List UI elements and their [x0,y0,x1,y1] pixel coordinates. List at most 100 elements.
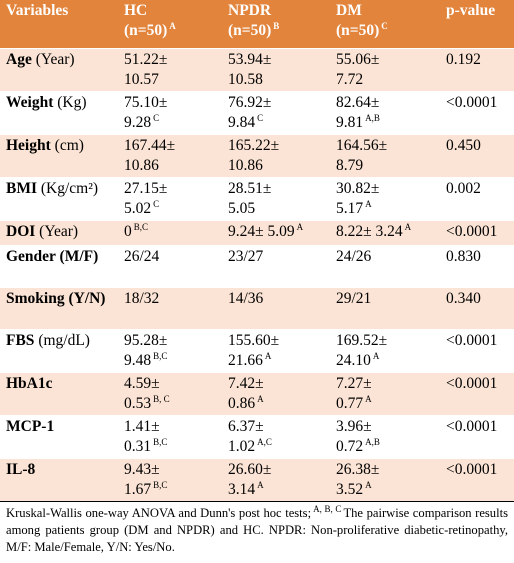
value-text: 7.27± [336,375,372,392]
variable-cell: IL-8 [0,458,118,501]
significance-mark: B,C [153,436,168,447]
value-cell: 23/27 [222,245,330,288]
value-text: 76.92± [228,94,272,111]
column-title: DM [336,2,362,19]
column-header: p-value [440,0,514,49]
column-sup: C [381,20,388,31]
variable-name: HbA1c [6,375,53,392]
variable-unit: (Kg/cm²) [40,180,99,197]
significance-mark: A [372,350,380,361]
value-text: 75.10± [124,94,168,111]
value-text: 24.10 [336,352,371,369]
column-sup: A [169,20,176,31]
value-cell: 4.59± 0.53 B, C [118,372,222,416]
value-cell: 169.52± 24.10 A [330,329,440,373]
value-text: 27.15± [124,180,168,197]
p-value-cell: <0.0001 [440,220,514,246]
value-text: 7.72 [336,71,364,88]
column-title: p-value [446,2,496,19]
value-text: 3.52 [336,481,364,498]
p-value-cell: 0.450 [440,134,514,178]
value-text: 165.22± [228,137,280,154]
variable-cell: Smoking (Y/N) [0,287,118,330]
value-cell: 51.22± 10.57 [118,48,222,92]
footnote-sup: A, B, C [313,503,342,514]
value-text: 7.42± [228,375,264,392]
column-title: NPDR [228,2,272,19]
value-text: 0 [124,223,132,240]
value-text: 10.58 [228,71,263,88]
table-row: BMI (Kg/cm²) 27.15± 5.02 C 28.51± 5.05 30.82± 5… [0,177,514,221]
p-value: 0.002 [446,180,481,197]
value-text: 23/27 [228,248,264,265]
value-text: 24/26 [336,248,372,265]
significance-mark: B,C [153,350,168,361]
value-cell: 75.10± 9.28 C [118,91,222,135]
p-value: 0.340 [446,290,481,307]
column-title: HC [124,2,148,19]
table-row: FBS (mg/dL) 95.28± 9.48 B,C 155.60± 21.66 A 169… [0,329,514,373]
significance-mark: A,B [365,112,380,123]
p-value: 0.830 [446,248,481,265]
value-text: 10.57 [124,71,159,88]
table-row: Gender (M/F) 26/24 23/27 24/26 0.830 [0,245,514,288]
value-cell: 26.38± 3.52 A [330,458,440,501]
value-cell: 9.24± 5.09 A [222,220,330,246]
p-value: <0.0001 [446,94,498,111]
significance-mark: A [257,479,264,490]
value-text: 10.86 [228,157,263,174]
p-value: 0.450 [446,137,481,154]
value-text: 0.77 [336,395,364,412]
value-text: 18/32 [124,290,160,307]
value-text: 8.22± 3.24 [336,223,403,240]
value-cell: 27.15± 5.02 C [118,177,222,221]
value-cell: 55.06± 7.72 [330,48,440,92]
value-cell: 6.37± 1.02 A,C [222,415,330,459]
value-text: 9.24± 5.09 [228,223,295,240]
value-cell: 3.96± 0.72 A,B [330,415,440,459]
value-cell: 29/21 [330,287,440,330]
value-cell: 24/26 [330,245,440,288]
footnote-text: Kruskal-Wallis one-way ANOVA and Dunn's … [6,506,312,520]
variable-name: MCP-1 [6,418,55,435]
table-row: Height (cm) 167.44± 10.86 165.22± 10.86 164.5… [0,134,514,178]
variable-name: Smoking (Y/N) [6,290,106,307]
value-cell: 28.51± 5.05 [222,177,330,221]
footnote: Kruskal-Wallis one-way ANOVA and Dunn's … [0,501,514,556]
value-cell: 53.94± 10.58 [222,48,330,92]
value-text: 26.60± [228,461,272,478]
significance-mark: A [264,350,272,361]
p-value: <0.0001 [446,223,498,240]
value-text: 164.56± [336,137,388,154]
table-row: DOI (Year) 0 B,C 9.24± 5.09 A 8.22± 3.24 A <0.0… [0,220,514,246]
value-cell: 76.92± 9.84 C [222,91,330,135]
value-text: 21.66 [228,352,263,369]
significance-mark: A [404,221,412,232]
column-title: Variables [6,2,69,19]
column-n: (n=50) [124,22,168,39]
p-value: 0.192 [446,51,481,68]
significance-mark: C [257,112,264,123]
p-value-cell: 0.340 [440,287,514,330]
value-cell: 18/32 [118,287,222,330]
value-cell: 155.60± 21.66 A [222,329,330,373]
p-value: <0.0001 [446,418,498,435]
significance-mark: A [365,198,372,209]
variable-name: IL-8 [6,461,36,478]
value-text: 1.67 [124,481,152,498]
value-cell: 9.43± 1.67 B,C [118,458,222,501]
value-text: 10.86 [124,157,159,174]
value-text: 26.38± [336,461,380,478]
variable-name: BMI [6,180,37,197]
p-value-cell: 0.192 [440,48,514,92]
variable-cell: Age (Year) [0,48,118,92]
value-cell: 164.56± 8.79 [330,134,440,178]
value-text: 9.43± [124,461,160,478]
table-row: Smoking (Y/N) 18/32 14/36 29/21 0.340 [0,287,514,330]
significance-mark: B, C [153,393,170,404]
variable-name: DOI [6,223,36,240]
variable-cell: DOI (Year) [0,220,118,246]
column-n: (n=50) [336,22,380,39]
significance-mark: C [153,198,160,209]
